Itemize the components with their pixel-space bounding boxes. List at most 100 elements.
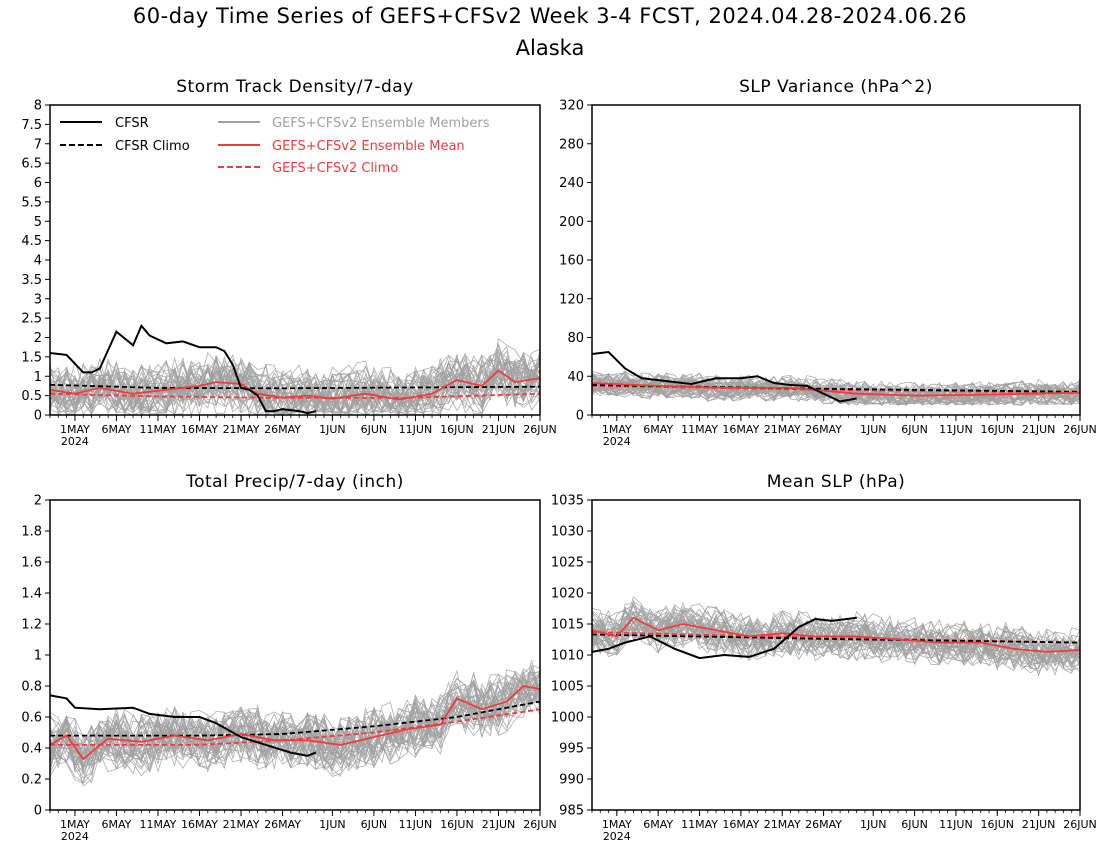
x-year-label: 2024 [61,435,89,448]
x-tick-label: 26JUN [523,818,557,831]
plot-area [50,660,540,787]
ensemble-member-line [592,609,1080,656]
x-tick-label: 26MAY [805,818,842,831]
series-ens-mean-line [50,685,540,761]
series-cfsr-line [50,324,317,415]
chart-panel-4: Mean SLP (hPa) 985 990 995 1000 1005 1010 1015 1… [551,472,1097,843]
x-tick-label: 16JUN [440,818,474,831]
legend-label-cfsr-climo: CFSR Climo [115,139,190,154]
x-tick-label: 1MAY [602,818,632,831]
y-tick-label: 1 [34,649,42,664]
y-tick-label: 8 [34,99,42,114]
x-tick-label: 6JUN [901,423,928,436]
y-tick-label: 2 [34,331,42,346]
series-ens-climo-line [50,708,540,746]
x-year-label: 2024 [603,435,631,448]
x-tick-label: 21JUN [482,423,516,436]
x-tick-label: 11MAY [681,423,718,436]
series-cfsr-climo-line [50,383,540,390]
ensemble-member-line [50,355,540,413]
y-tick-label: 1.4 [21,587,42,602]
x-tick-label: 21MAY [764,818,801,831]
series-ens-mean-line [50,369,540,401]
x-tick-label: 11JUN [399,818,433,831]
x-tick-label: 1JUN [319,818,346,831]
ensemble-member-line [50,666,540,754]
ensemble-member-line [50,366,540,415]
legend-label-ens-climo: GEFS+CFSv2 Climo [272,161,398,176]
x-tick-label: 6MAY [101,423,131,436]
ensemble-member-line [592,608,1080,665]
x-tick-label: 6MAY [101,818,131,831]
y-tick-label: 990 [559,773,584,788]
legend-label-cfsr: CFSR [115,116,149,131]
y-tick-label: 0.4 [21,742,42,757]
ensemble-member-line [592,610,1080,667]
y-tick-label: 7.5 [21,118,42,133]
x-tick-label: 11MAY [140,423,177,436]
y-tick-label: 240 [559,176,584,191]
ensemble-member-line [50,350,540,414]
y-tick-label: 1000 [551,711,584,726]
ensemble-members [50,338,540,415]
y-tick-label: 0 [34,409,42,424]
y-tick-label: 280 [559,137,584,152]
x-tick-label: 11JUN [399,423,433,436]
y-tick-label: 120 [559,292,584,307]
y-tick-label: 1010 [551,649,584,664]
series-cfsr-line [592,616,857,660]
series-ens-mean-line [592,382,1080,397]
ensemble-member-line [592,603,1080,656]
y-tick-label: 5.5 [21,195,42,210]
series-cfsr-climo-line [592,384,1080,393]
x-tick-label: 26MAY [805,423,842,436]
figure-title: 60-day Time Series of GEFS+CFSv2 Week 3-… [132,4,968,28]
ensemble-member-line [50,671,540,766]
ensemble-member-line [50,364,540,415]
ensemble-members [50,660,540,787]
y-tick-label: 0 [34,804,42,819]
x-year-label: 2024 [61,830,89,843]
y-tick-label: 320 [559,99,584,114]
ensemble-member-line [50,685,540,784]
y-tick-label: 1.5 [21,350,42,365]
panel-title: Mean SLP (hPa) [767,472,906,492]
plot-area [50,324,540,415]
chart-panel-3: Total Precip/7-day (inch)00.20.40.60.811… [21,472,556,843]
x-tick-label: 16MAY [722,818,759,831]
x-tick-label: 6JUN [901,818,928,831]
y-tick-label: 5 [34,215,42,230]
series-cfsr-line [50,694,317,757]
y-tick-label: 2.5 [21,312,42,327]
y-tick-label: 1.8 [21,525,42,540]
ensemble-member-line [592,375,1080,404]
x-tick-label: 6MAY [643,423,673,436]
plot-area [592,596,1080,677]
ensemble-member-line [50,361,540,415]
panel-title: Total Precip/7-day (inch) [185,472,404,492]
y-tick-label: 4 [34,254,42,269]
x-tick-label: 11MAY [140,818,177,831]
x-tick-label: 21JUN [1022,818,1056,831]
x-tick-label: 1MAY [60,423,90,436]
y-tick-label: 0.2 [21,773,42,788]
plot-frame [591,104,1081,416]
ensemble-member-line [50,367,540,415]
ensemble-member-line [50,342,540,404]
y-tick-label: 1025 [551,556,584,571]
y-tick-label: 1.6 [21,556,42,571]
x-year-label: 2024 [603,830,631,843]
x-tick-label: 1MAY [602,423,632,436]
x-tick-label: 21MAY [223,423,260,436]
ensemble-member-line [50,691,540,770]
y-tick-label: 1015 [551,618,584,633]
y-tick-label: 40 [567,370,584,385]
chart-panel-2: SLP Variance (hPa^2) 0 40 80 120 160 200 240 280… [559,77,1097,448]
y-tick-label: 7 [34,137,42,152]
ensemble-member-line [50,675,540,758]
x-tick-label: 21JUN [482,818,516,831]
y-tick-label: 160 [559,254,584,269]
x-tick-label: 6JUN [361,423,388,436]
y-tick-label: 1 [34,370,42,385]
